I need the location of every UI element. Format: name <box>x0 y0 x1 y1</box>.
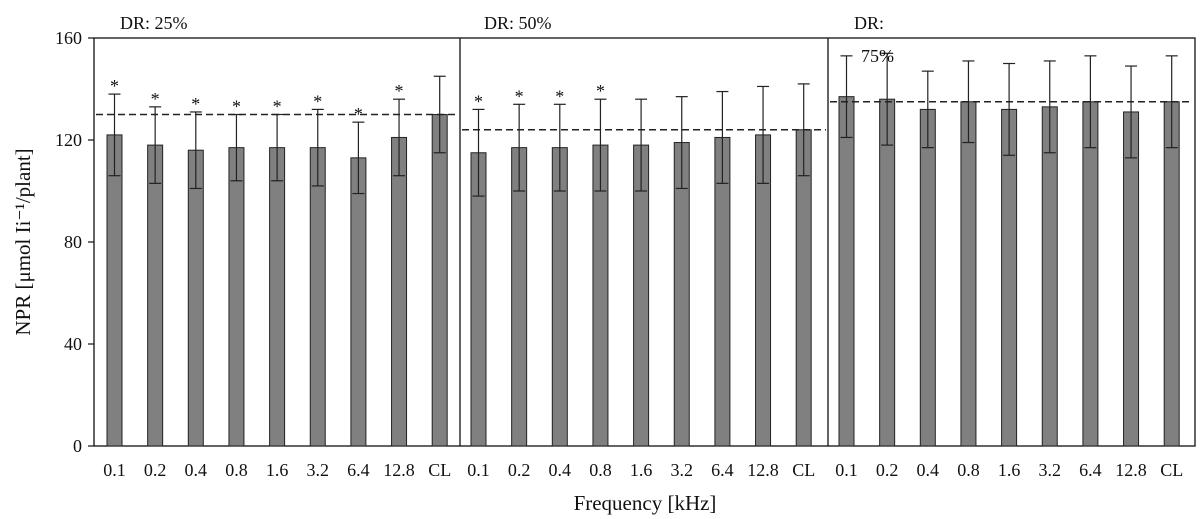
x-tick-label-panel-3-CL: CL <box>1160 460 1183 480</box>
significance-star-panel-2-0.4: * <box>555 86 564 106</box>
bar-panel-3-12.8 <box>1123 111 1140 447</box>
significance-markers: * * * * * * * * * * * * <box>110 76 605 124</box>
significance-star-panel-2-0.1: * <box>474 91 483 111</box>
bar-panel-1-1.6 <box>269 147 286 447</box>
bar-panel-3-1.6 <box>1001 108 1018 447</box>
bar-panel-2-CL <box>795 129 812 447</box>
significance-star-panel-1-0.1: * <box>110 76 119 96</box>
x-tick-label-panel-2-0.1: 0.1 <box>467 460 490 480</box>
bar-panel-3-6.4 <box>1082 101 1099 447</box>
bar-panel-3-0.1 <box>838 96 855 447</box>
significance-star-panel-1-6.4: * <box>354 104 363 124</box>
x-tick-label-panel-1-3.2: 3.2 <box>307 460 330 480</box>
x-tick-label-panel-2-6.4: 6.4 <box>711 460 734 480</box>
significance-star-panel-1-12.8: * <box>395 81 404 101</box>
bar-panel-1-0.8 <box>228 147 245 447</box>
significance-star-panel-1-0.2: * <box>151 89 160 109</box>
x-tick-label-panel-1-0.4: 0.4 <box>185 460 208 480</box>
bar-panel-3-0.8 <box>960 101 977 447</box>
bar-panel-1-CL <box>431 114 448 447</box>
x-tick-label-panel-2-0.2: 0.2 <box>508 460 531 480</box>
error-bars <box>108 52 1178 197</box>
x-tick-label-panel-2-3.2: 3.2 <box>671 460 694 480</box>
x-axis-title: Frequency [kHz] <box>574 491 717 515</box>
bar-panel-1-0.1 <box>106 134 123 447</box>
panel-title-1: DR: 25% <box>120 13 188 33</box>
y-tick-label-40: 40 <box>64 334 82 354</box>
y-axis-title: NPR [μmol Ii⁻¹/plant] <box>11 148 35 335</box>
bar-panel-1-6.4 <box>350 157 367 447</box>
x-tick-label-panel-2-12.8: 12.8 <box>747 460 779 480</box>
x-tick-label-panel-3-0.2: 0.2 <box>876 460 899 480</box>
bar-panel-2-0.1 <box>470 152 487 447</box>
bar-panel-3-3.2 <box>1041 106 1058 447</box>
significance-star-panel-1-1.6: * <box>273 97 282 117</box>
x-tick-label-panel-1-0.2: 0.2 <box>144 460 167 480</box>
x-tick-label-panel-2-0.4: 0.4 <box>549 460 572 480</box>
bar-panel-3-CL <box>1163 101 1180 447</box>
significance-star-panel-1-3.2: * <box>313 91 322 111</box>
bar-panel-1-0.4 <box>187 149 204 447</box>
x-tick-label-panel-3-0.1: 0.1 <box>835 460 858 480</box>
reference-lines <box>96 101 1193 131</box>
bar-panel-1-12.8 <box>391 136 408 447</box>
x-tick-label-panel-3-1.6: 1.6 <box>998 460 1021 480</box>
x-tick-label-panel-1-1.6: 1.6 <box>266 460 289 480</box>
x-tick-label-panel-3-12.8: 12.8 <box>1115 460 1147 480</box>
y-tick-label-0: 0 <box>73 436 82 456</box>
y-tick-label-120: 120 <box>55 130 82 150</box>
x-tick-label-panel-1-0.1: 0.1 <box>103 460 126 480</box>
y-axis: 0 40 80 120 160 <box>55 28 94 456</box>
y-tick-label-80: 80 <box>64 232 82 252</box>
significance-star-panel-1-0.4: * <box>191 94 200 114</box>
significance-star-panel-2-0.8: * <box>596 81 605 101</box>
x-tick-label-panel-2-1.6: 1.6 <box>630 460 653 480</box>
panel-title-3-line-2: 75% <box>861 46 894 66</box>
bar-panel-3-0.2 <box>879 98 896 447</box>
bar-panel-2-0.4 <box>551 147 568 447</box>
x-tick-label-panel-1-CL: CL <box>428 460 451 480</box>
significance-star-panel-1-0.8: * <box>232 97 241 117</box>
bars-layer <box>106 96 1180 447</box>
x-tick-label-panel-3-6.4: 6.4 <box>1079 460 1102 480</box>
x-tick-label-panel-3-0.4: 0.4 <box>917 460 940 480</box>
x-tick-label-panel-1-0.8: 0.8 <box>225 460 248 480</box>
x-tick-label-panel-1-12.8: 12.8 <box>383 460 415 480</box>
bar-panel-1-3.2 <box>309 147 326 447</box>
bar-panel-2-0.2 <box>511 147 528 447</box>
y-tick-label-160: 160 <box>55 28 82 48</box>
bar-panel-1-0.2 <box>147 144 164 447</box>
x-tick-label-panel-2-CL: CL <box>792 460 815 480</box>
panel-title-3-line-1: DR: <box>854 13 884 33</box>
significance-star-panel-2-0.2: * <box>515 86 524 106</box>
x-axis: 0.1 0.2 0.4 0.8 1.6 3.2 6.4 12.8 CL 0.1 0.2 0.4 0.8 1… <box>103 460 1183 480</box>
panel-titles: DR: 25% DR: 50% DR: 75% <box>120 13 894 66</box>
x-tick-label-panel-3-3.2: 3.2 <box>1039 460 1062 480</box>
x-tick-label-panel-1-6.4: 6.4 <box>347 460 370 480</box>
x-tick-label-panel-3-0.8: 0.8 <box>957 460 980 480</box>
panel-title-2: DR: 50% <box>484 13 552 33</box>
x-tick-label-panel-2-0.8: 0.8 <box>589 460 612 480</box>
bar-panel-3-0.4 <box>919 108 936 447</box>
